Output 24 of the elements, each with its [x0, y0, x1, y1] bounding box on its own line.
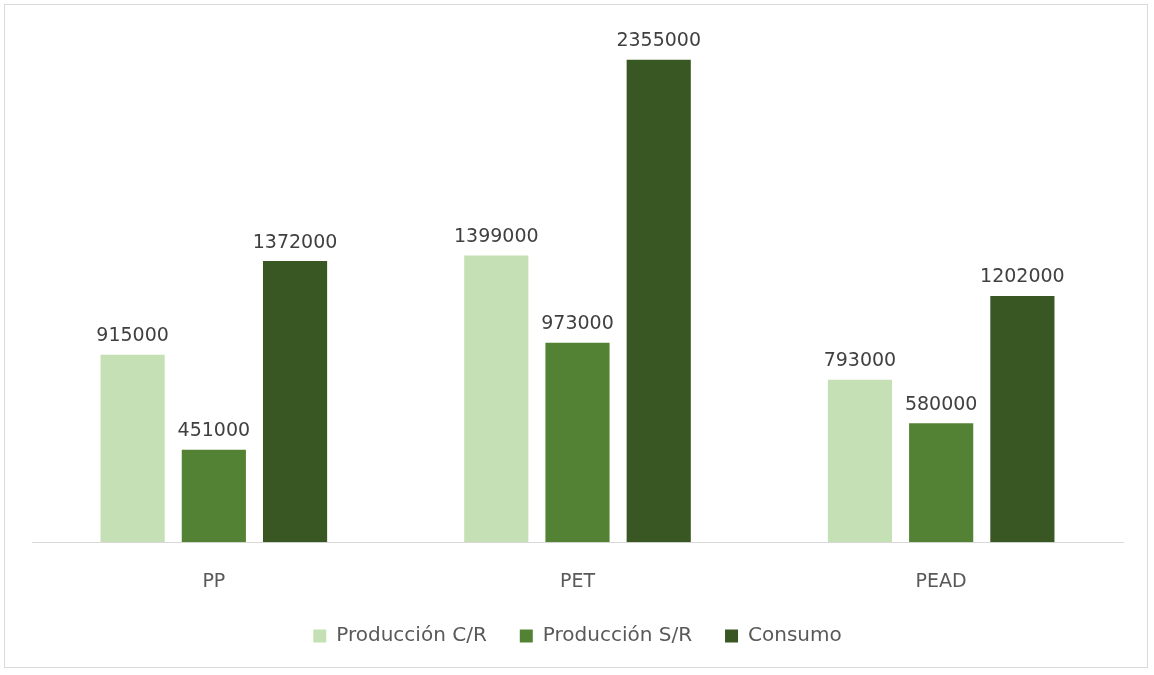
- data-label: 973000: [541, 311, 614, 334]
- legend-label: Consumo: [748, 622, 842, 647]
- data-label: 1202000: [980, 264, 1065, 287]
- data-label: 793000: [823, 348, 897, 371]
- data-label: 580000: [904, 391, 978, 414]
- bar: [909, 423, 974, 543]
- bar: [990, 295, 1055, 543]
- bar: [626, 59, 691, 543]
- bar: [181, 449, 246, 543]
- data-label: 915000: [96, 323, 169, 346]
- bar: [545, 342, 610, 543]
- legend-label: Producción S/R: [542, 622, 693, 647]
- data-label: 1399000: [453, 224, 539, 247]
- x-tick-label: PP: [202, 568, 226, 591]
- data-label: 451000: [177, 418, 251, 441]
- bar: [262, 261, 328, 543]
- data-label: 1372000: [252, 229, 338, 252]
- bar: [100, 354, 165, 543]
- bar: [827, 379, 893, 543]
- legend-label: Producción C/R: [336, 622, 487, 647]
- x-tick-label: PEAD: [915, 568, 967, 591]
- bar: [464, 255, 529, 543]
- data-label: 2355000: [616, 28, 702, 51]
- x-tick-label: PET: [559, 568, 596, 591]
